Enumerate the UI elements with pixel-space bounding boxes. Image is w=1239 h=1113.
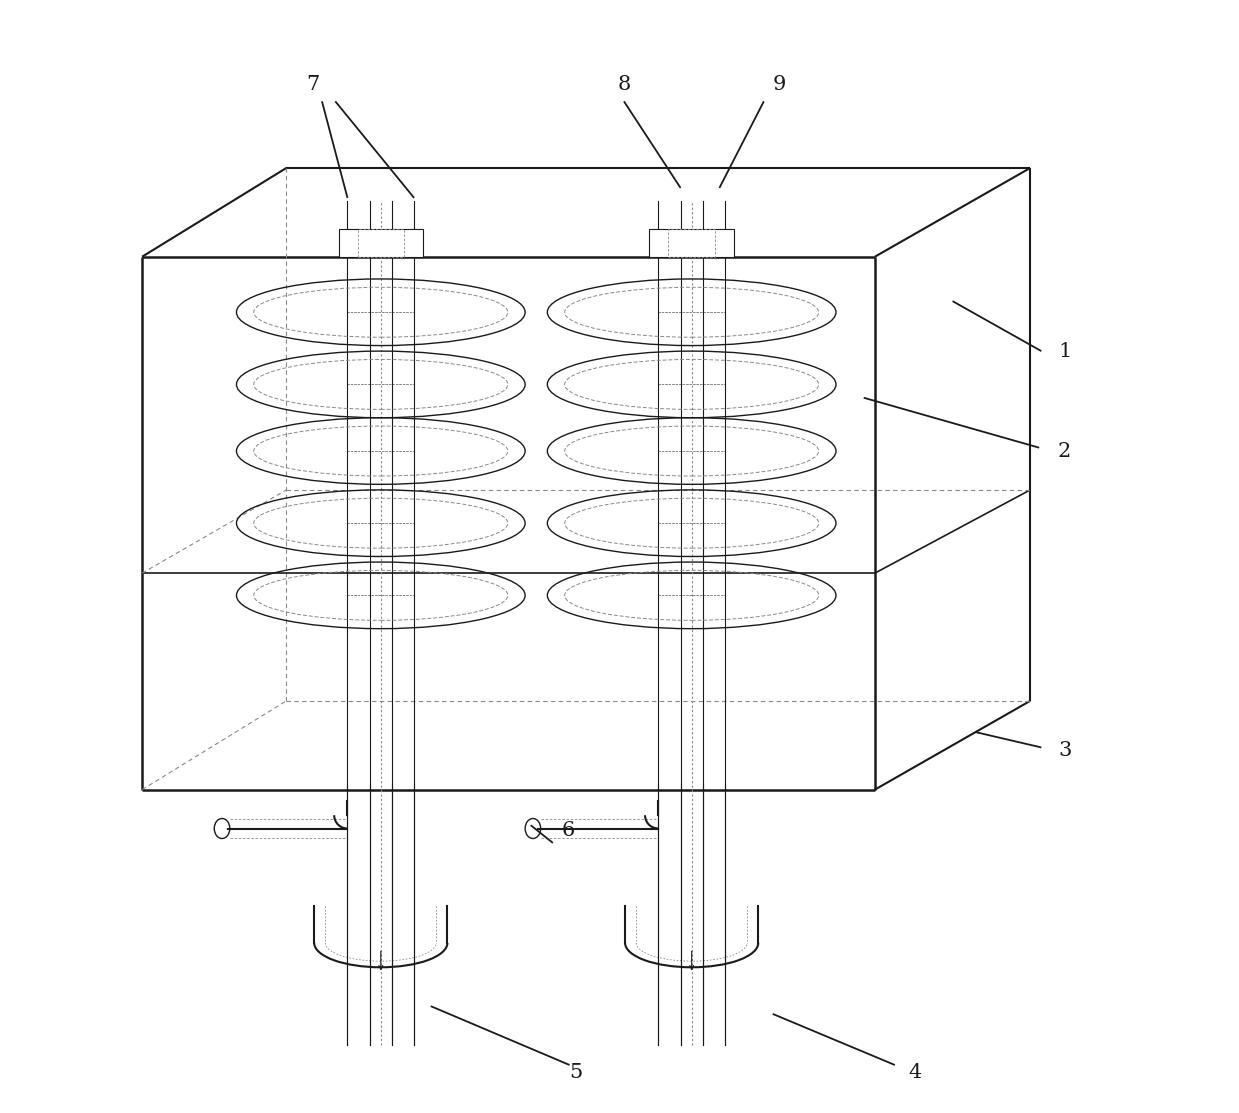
Text: 4: 4 <box>908 1063 922 1082</box>
Text: 9: 9 <box>773 76 786 95</box>
Text: 5: 5 <box>570 1063 582 1082</box>
Text: 7: 7 <box>306 76 320 95</box>
Bar <box>669 229 715 257</box>
Text: 3: 3 <box>1058 741 1072 760</box>
Text: 2: 2 <box>1058 442 1072 461</box>
Text: 8: 8 <box>617 76 631 95</box>
Text: 1: 1 <box>1058 342 1072 361</box>
Text: 6: 6 <box>561 821 575 840</box>
Bar <box>338 229 422 257</box>
Bar <box>649 229 733 257</box>
Bar <box>358 229 404 257</box>
